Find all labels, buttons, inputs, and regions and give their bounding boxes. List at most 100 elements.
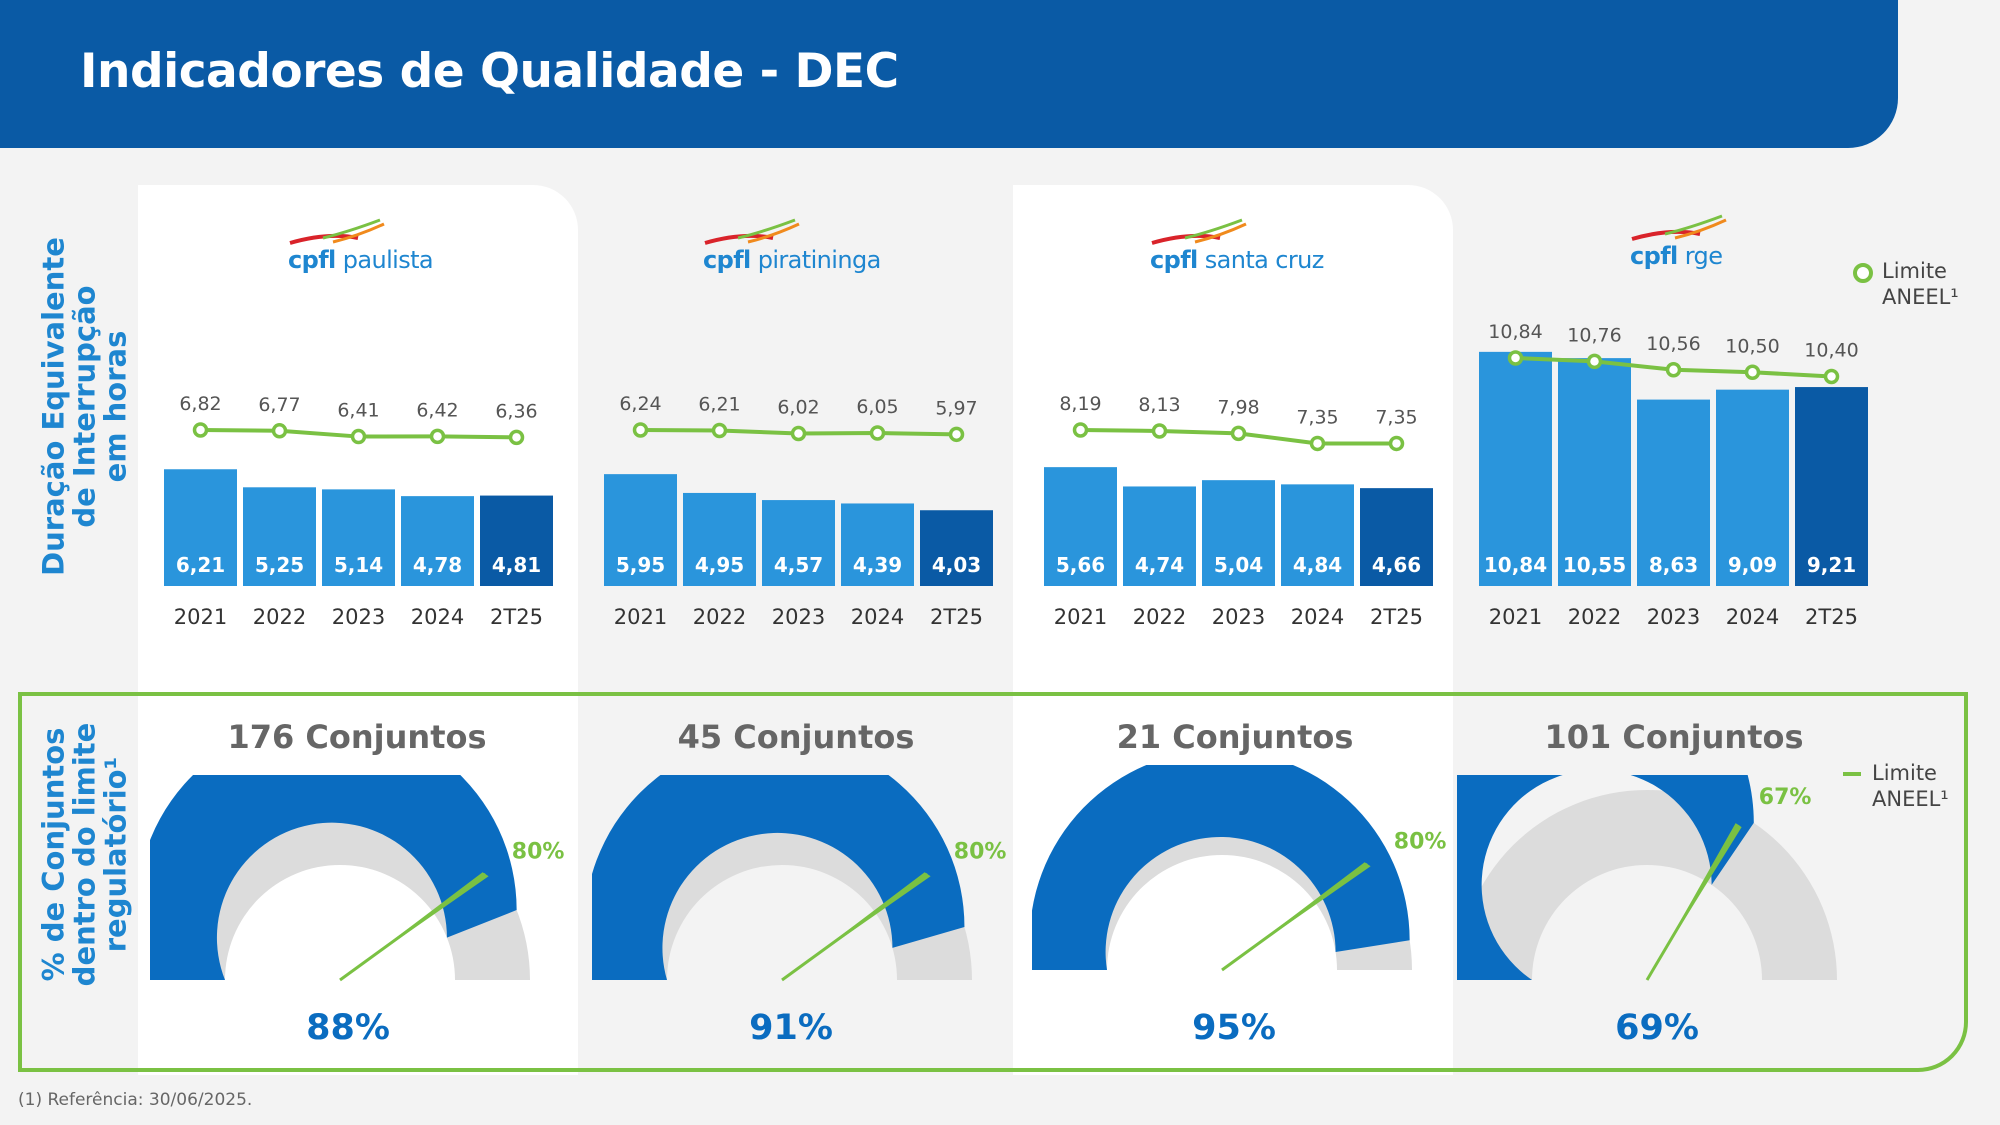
limit-needle-line [781, 872, 929, 982]
category-label: 2023 [772, 605, 825, 629]
gauge-fill [1457, 775, 1754, 980]
limit-pct-label: 80% [512, 839, 565, 864]
bar-value-label: 9,21 [1807, 553, 1856, 577]
logo-text: rge [1677, 242, 1723, 270]
logo-text-bold: cpfl [288, 246, 336, 274]
gauge-fill [150, 775, 517, 980]
legend-text: ANEEL¹ [1872, 787, 1949, 811]
conjuntos-title-paulista: 176 Conjuntos [227, 718, 487, 756]
limit-point [711, 422, 728, 439]
logo-text-bold: cpfl [703, 246, 751, 274]
bar [1123, 486, 1196, 586]
bar-value-label: 4,66 [1372, 553, 1421, 577]
limit-point [192, 422, 209, 438]
limit-needle-line [1221, 862, 1369, 972]
side-label-line: de Interrupção [67, 285, 102, 528]
bar [920, 510, 993, 586]
bar [1795, 387, 1868, 586]
limit-point [632, 422, 649, 438]
category-label: 2024 [1291, 605, 1344, 629]
limit-point [1744, 364, 1761, 381]
bar-value-label: 4,74 [1135, 553, 1184, 577]
category-label: 2021 [174, 605, 227, 629]
side-label-line: em horas [98, 330, 133, 483]
cpfl-logo-mark-icon [289, 218, 385, 245]
category-label: 2024 [1726, 605, 1779, 629]
side-label-conjuntos: % de Conjuntos dentro do limite regulató… [36, 630, 133, 1080]
gauge-value-piratininga: 91% [749, 1008, 833, 1048]
category-label: 2022 [253, 605, 306, 629]
limit-point [790, 425, 807, 442]
limit-point [1507, 350, 1524, 366]
limit-needle-line [339, 872, 487, 982]
limit-point [869, 425, 886, 441]
bar-value-label: 4,03 [932, 553, 981, 577]
legend-marker-icon [1853, 263, 1873, 283]
bar [322, 489, 395, 586]
bar-value-label: 4,78 [413, 553, 462, 577]
gauge-fill [1032, 765, 1410, 970]
category-label: 2T25 [1805, 605, 1858, 629]
legend-text: ANEEL¹ [1882, 285, 1959, 309]
side-label-dec: Duração Equivalente de Interrupção em ho… [37, 182, 133, 632]
page-title: Indicadores de Qualidade - DEC [80, 44, 899, 99]
gauge-value-paulista: 88% [306, 1008, 390, 1048]
cpfl-logo-mark-icon [1151, 218, 1247, 245]
limit-point [1665, 362, 1682, 378]
bar-value-label: 5,04 [1214, 553, 1263, 577]
gauge-piratininga: 80% [592, 775, 1007, 982]
limit-value-label: 6,82 [179, 393, 221, 415]
bar-value-label: 4,57 [774, 553, 823, 577]
logo-text: paulista [335, 246, 434, 274]
bar [480, 495, 553, 586]
legend-limit-bottom: Limite ANEEL¹ [1872, 760, 1949, 812]
limit-pct-label: 80% [954, 839, 1007, 864]
legend-text: Limite [1882, 259, 1947, 283]
header-banner: Indicadores de Qualidade - DEC [0, 0, 1898, 148]
bar-value-label: 4,95 [695, 553, 744, 577]
category-label: 2023 [1647, 605, 1700, 629]
limit-point [1388, 435, 1405, 452]
category-label: 2022 [1568, 605, 1621, 629]
limit-value-label: 6,02 [777, 397, 819, 419]
bar [1558, 358, 1631, 586]
limit-point [1230, 425, 1247, 442]
gauge-track [1457, 790, 1837, 980]
bar [683, 492, 756, 586]
limit-point [508, 429, 525, 446]
cpfl-logo-mark-icon [1631, 214, 1727, 241]
limit-value-label: 10,56 [1646, 333, 1700, 355]
limit-value-label: 6,36 [495, 400, 537, 422]
conjuntos-title-rge: 101 Conjuntos [1544, 718, 1804, 756]
bar-value-label: 9,09 [1728, 553, 1777, 577]
bar-chart-rge: 10,84 2021 10,55 2022 8,63 2023 9,09 2024 9,21 2T… [1479, 321, 1868, 629]
logo-text-bold: cpfl [1630, 242, 1678, 270]
limit-point [1823, 368, 1840, 385]
limit-point [1072, 422, 1089, 438]
bar-chart-paulista: 6,21 2021 5,25 2022 5,14 2023 4,78 2024 4,81 2T25… [164, 393, 553, 629]
limit-value-label: 6,05 [856, 396, 898, 418]
category-label: 2024 [411, 605, 464, 629]
bar [1360, 488, 1433, 586]
legend-limit-top: Limite ANEEL¹ [1882, 258, 1959, 310]
limit-point [1586, 353, 1603, 370]
limit-pct-label: 80% [1394, 829, 1447, 854]
bar [762, 500, 835, 586]
gauge-paulista: 80% [150, 775, 565, 982]
bar-value-label: 5,66 [1056, 553, 1105, 577]
gauge-rge: 67% [1457, 775, 1837, 981]
category-label: 2T25 [930, 605, 983, 629]
conjuntos-title-santa-cruz: 21 Conjuntos [1116, 718, 1354, 756]
limit-value-label: 5,97 [935, 397, 977, 419]
gauge-fill [592, 775, 965, 980]
bar-chart-santa-cruz: 5,66 2021 4,74 2022 5,04 2023 4,84 2024 4,66 2T25… [1044, 393, 1433, 629]
limit-value-label: 10,76 [1567, 324, 1621, 346]
limit-point [948, 426, 965, 443]
bar [1044, 467, 1117, 586]
limit-value-label: 8,13 [1138, 394, 1180, 416]
side-label-line: % de Conjuntos [36, 727, 71, 982]
limit-point [1309, 435, 1326, 452]
gauge-frame [18, 692, 1968, 1072]
footnote: (1) Referência: 30/06/2025. [18, 1090, 253, 1110]
limit-point [271, 423, 288, 439]
